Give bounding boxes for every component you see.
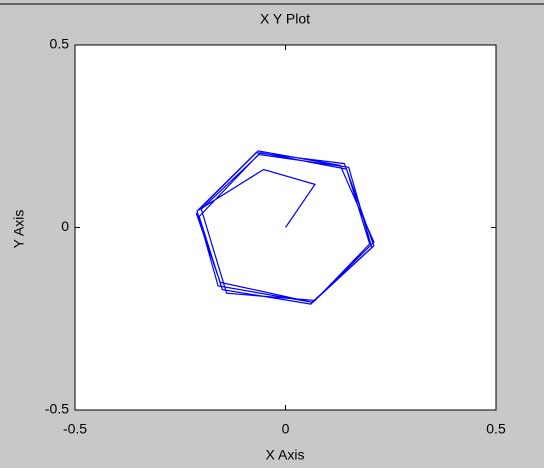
x-tick-label: 0.5 xyxy=(486,421,506,437)
y-tick-label: -0.5 xyxy=(45,401,69,417)
y-axis-label: Y Axis xyxy=(11,210,27,249)
chart-title: X Y Plot xyxy=(260,11,310,27)
y-tick-label: 0.5 xyxy=(50,36,70,52)
x-tick-label: -0.5 xyxy=(63,421,87,437)
x-axis-label: X Axis xyxy=(266,447,305,463)
x-tick-label: 0 xyxy=(282,421,290,437)
trajectory xyxy=(195,150,375,305)
y-tick-label: 0 xyxy=(61,218,69,234)
